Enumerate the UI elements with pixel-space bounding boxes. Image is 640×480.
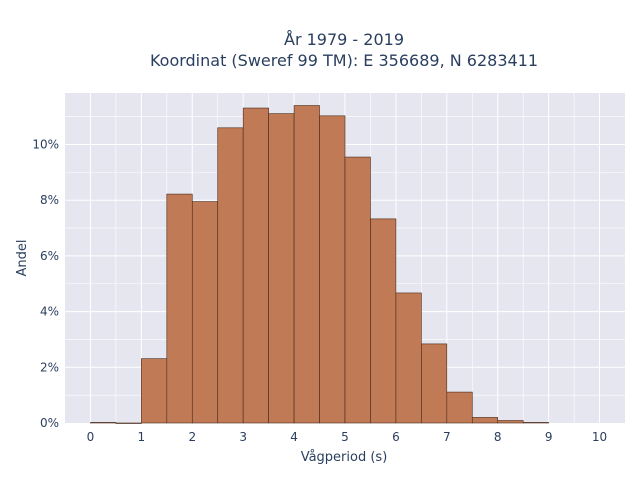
- x-axis-ticks: 0 1 2 3 4 5 6 7 8 9 10: [87, 430, 608, 444]
- x-tick-label: 0: [87, 430, 95, 444]
- histogram-bar: [242, 107, 269, 424]
- histogram-bar: [268, 113, 295, 424]
- y-tick-label: 0%: [40, 416, 59, 430]
- chart-title-line-1: År 1979 - 2019: [284, 30, 404, 49]
- x-tick-label: 1: [138, 430, 146, 444]
- y-axis-ticks: 0% 2% 4% 6% 8% 10%: [32, 138, 59, 430]
- x-axis-title: Vågperiod (s): [301, 450, 388, 465]
- x-tick-label: 3: [239, 430, 247, 444]
- x-tick-label: 2: [188, 430, 196, 444]
- y-tick-label: 4%: [40, 305, 59, 319]
- x-tick-label: 4: [290, 430, 298, 444]
- x-tick-label: 6: [392, 430, 400, 444]
- histogram-bar: [90, 422, 117, 424]
- histogram-bar: [395, 292, 422, 424]
- y-tick-label: 6%: [40, 249, 59, 263]
- y-axis-title: Andel: [15, 240, 30, 277]
- x-tick-label: 7: [443, 430, 451, 444]
- histogram-bar: [141, 358, 168, 424]
- histogram-bar: [522, 422, 549, 424]
- histogram-bar: [370, 218, 397, 424]
- y-tick-label: 2%: [40, 360, 59, 374]
- bars: [90, 105, 549, 424]
- histogram-bar: [471, 417, 499, 424]
- x-tick-label: 10: [592, 430, 607, 444]
- chart-title-line-2: Koordinat (Sweref 99 TM): E 356689, N 62…: [150, 51, 538, 70]
- x-tick-label: 8: [494, 430, 502, 444]
- histogram-bar: [319, 115, 346, 424]
- histogram-bar: [217, 127, 244, 424]
- histogram-bar: [421, 343, 448, 424]
- x-tick-label: 9: [545, 430, 553, 444]
- y-tick-label: 8%: [40, 193, 59, 207]
- histogram-bar: [293, 105, 320, 424]
- histogram-bar: [344, 156, 371, 424]
- y-tick-label: 10%: [32, 138, 59, 152]
- histogram-bar: [446, 391, 473, 424]
- histogram-bar: [497, 420, 524, 424]
- histogram-bar: [191, 201, 219, 424]
- x-tick-label: 5: [341, 430, 349, 444]
- histogram-bar: [166, 193, 193, 424]
- histogram-bar: [115, 422, 142, 424]
